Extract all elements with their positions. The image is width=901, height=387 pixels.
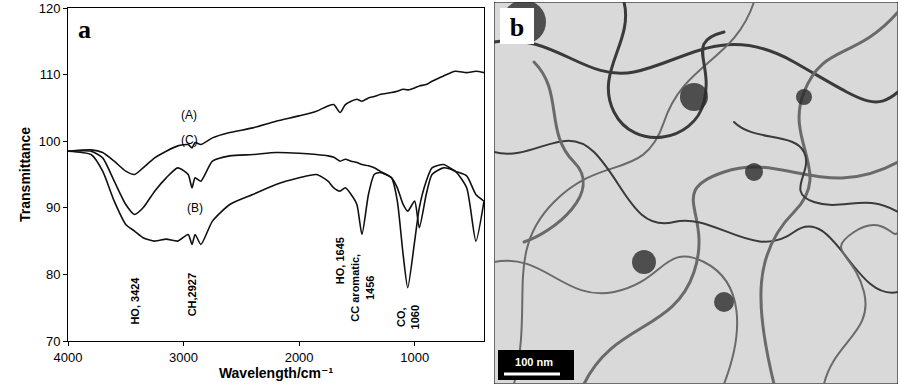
svg-text:80: 80 — [46, 267, 60, 282]
svg-text:110: 110 — [40, 67, 61, 82]
svg-text:2000: 2000 — [285, 350, 314, 365]
svg-text:(B): (B) — [187, 201, 203, 215]
svg-text:CO,1060: CO,1060 — [395, 305, 421, 329]
svg-text:100 nm: 100 nm — [515, 356, 553, 368]
svg-text:3000: 3000 — [169, 350, 198, 365]
svg-text:90: 90 — [46, 200, 60, 215]
svg-text:Transmittance: Transmittance — [17, 127, 33, 222]
svg-text:CH,2927: CH,2927 — [186, 273, 198, 316]
svg-text:CC aromatic,1456: CC aromatic,1456 — [349, 254, 375, 322]
svg-text:100: 100 — [39, 134, 61, 149]
svg-text:70: 70 — [46, 334, 60, 349]
svg-text:b: b — [510, 13, 524, 42]
svg-text:(C): (C) — [181, 133, 198, 147]
svg-text:HO, 3424: HO, 3424 — [129, 277, 141, 325]
svg-text:Wavelength/cm⁻¹: Wavelength/cm⁻¹ — [219, 365, 334, 381]
svg-text:4000: 4000 — [54, 350, 83, 365]
svg-text:1000: 1000 — [400, 350, 429, 365]
svg-text:(A): (A) — [181, 108, 197, 122]
svg-text:a: a — [78, 15, 91, 44]
svg-text:HO, 1645: HO, 1645 — [334, 237, 346, 284]
svg-text:120: 120 — [39, 1, 61, 16]
